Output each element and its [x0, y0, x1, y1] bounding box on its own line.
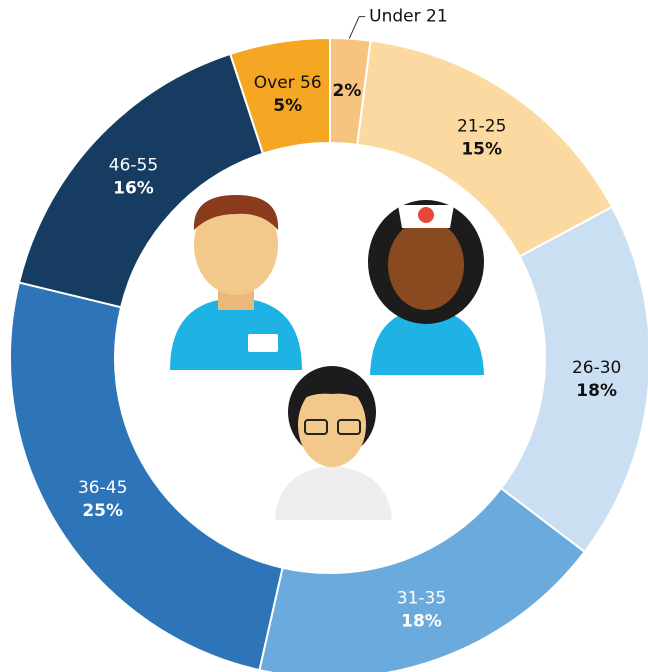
leader-line	[349, 17, 365, 39]
illustration	[170, 195, 484, 520]
segment-name-label: 21-25	[457, 117, 506, 137]
chart: 2% Under 21 21-25 15% 26-30 18% 31-35 18% 36-45 2…	[0, 0, 648, 672]
segment-value-label: 25%	[82, 501, 123, 521]
segment-value-label: 16%	[113, 178, 154, 198]
segment-name-label: 36-45	[78, 478, 127, 498]
segment-name-label: Under 21	[369, 7, 448, 27]
segment-name-label: 26-30	[572, 358, 621, 378]
segment-value-label: 18%	[576, 381, 617, 401]
segment-value-label: 18%	[401, 611, 442, 631]
segment-value-label: 15%	[461, 140, 502, 160]
segment-value-label: 2%	[333, 81, 362, 101]
segment-name-label: Over 56	[254, 73, 322, 93]
page: {"chart_data": {"type": "donut", "catego…	[0, 0, 648, 672]
segment-name-label: 46-55	[109, 155, 158, 175]
donut-segment	[501, 207, 648, 552]
segment-value-label: 5%	[273, 96, 302, 116]
segment-name-label: 31-35	[397, 588, 446, 608]
